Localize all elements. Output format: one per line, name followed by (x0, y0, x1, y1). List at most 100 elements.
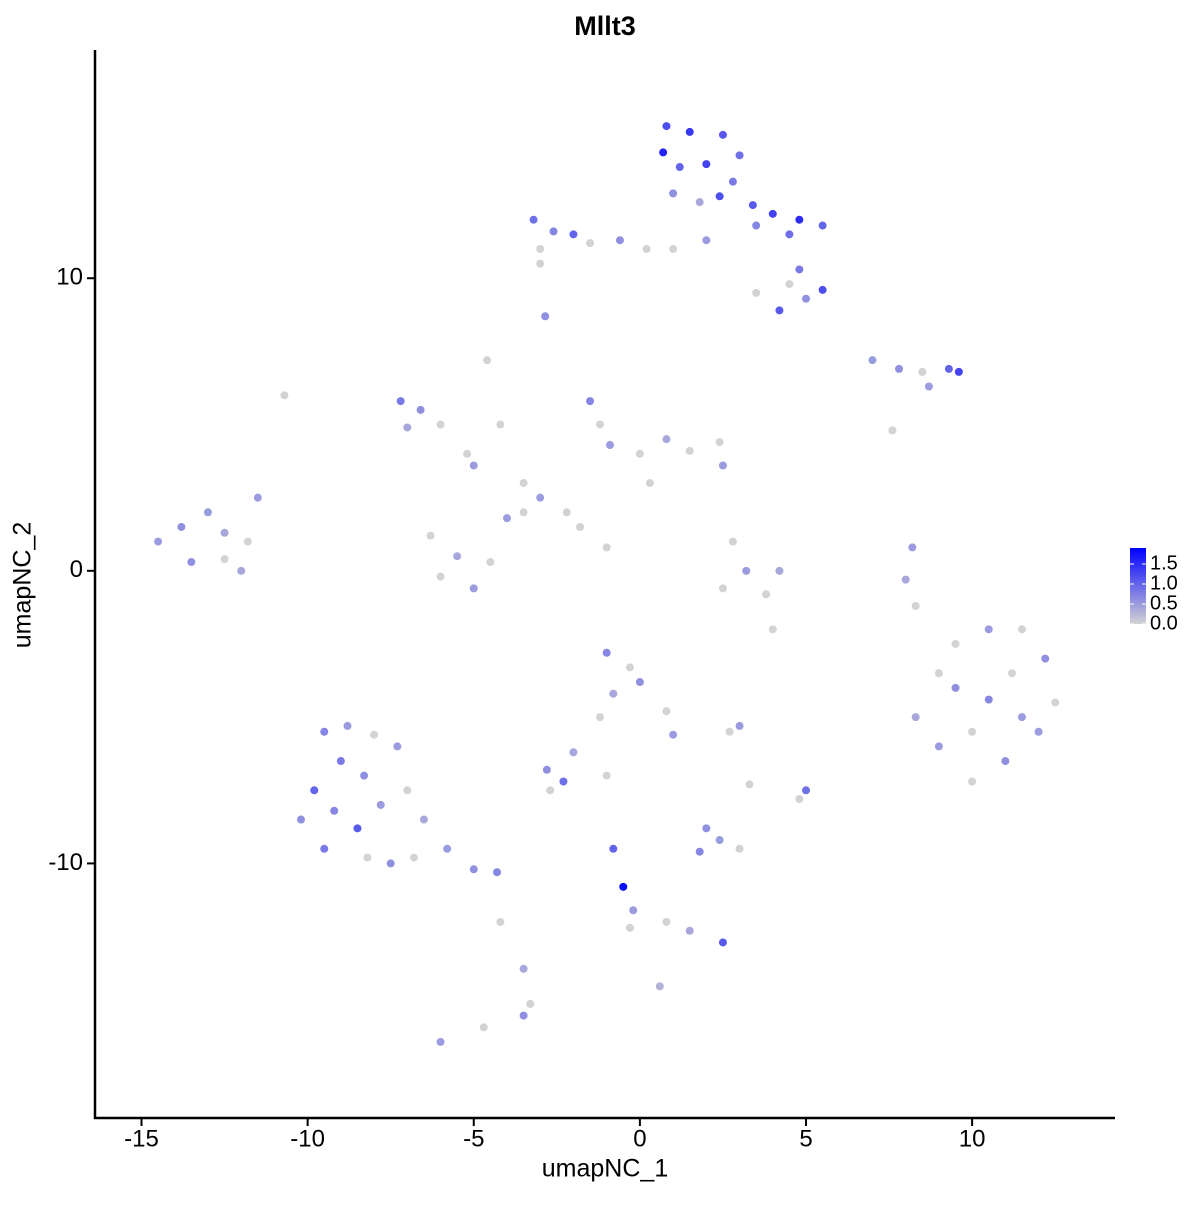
point (669, 189, 678, 198)
point (546, 786, 555, 795)
point (1034, 727, 1043, 736)
point (576, 522, 585, 531)
point (635, 678, 644, 687)
point (895, 364, 904, 373)
point (752, 221, 761, 230)
point (569, 230, 578, 239)
point (695, 198, 704, 207)
point (669, 244, 678, 253)
point (775, 306, 784, 315)
point (642, 244, 651, 253)
colorbar (1130, 548, 1146, 624)
point (396, 397, 405, 406)
point (426, 531, 435, 540)
point (715, 438, 724, 447)
point (802, 786, 811, 795)
point (154, 537, 163, 546)
point (609, 844, 618, 853)
point (748, 201, 757, 210)
point (296, 815, 305, 824)
point (968, 777, 977, 786)
point (529, 215, 538, 224)
point (526, 999, 535, 1008)
point (536, 244, 545, 253)
x-axis-title: umapNC_1 (542, 1155, 668, 1183)
point (718, 938, 727, 947)
point (496, 420, 505, 429)
point (542, 765, 551, 774)
point (1008, 669, 1017, 678)
point (602, 648, 611, 657)
point (718, 130, 727, 139)
point (818, 285, 827, 294)
point (752, 288, 761, 297)
point (944, 364, 953, 373)
colorbar-label: 0.5 (1150, 592, 1178, 614)
point (1001, 757, 1010, 766)
point (818, 221, 827, 230)
point (662, 435, 671, 444)
point (602, 771, 611, 780)
colorbar-label: 0.0 (1150, 612, 1178, 634)
point (901, 575, 910, 584)
point (519, 508, 528, 517)
point (519, 479, 528, 488)
point (363, 853, 372, 862)
y-tick-label: -10 (48, 849, 83, 876)
x-tick-label: -10 (290, 1125, 325, 1152)
point (419, 815, 428, 824)
point (486, 558, 495, 567)
point (718, 584, 727, 593)
point (984, 695, 993, 704)
point (768, 625, 777, 634)
point (220, 528, 229, 537)
point (336, 757, 345, 766)
point (436, 420, 445, 429)
point (536, 259, 545, 268)
x-tick-label: 5 (799, 1125, 812, 1152)
point (715, 836, 724, 845)
point (409, 853, 418, 862)
point (1017, 713, 1026, 722)
point (745, 780, 754, 789)
point (469, 461, 478, 470)
point (625, 663, 634, 672)
point (1017, 625, 1026, 634)
point (685, 926, 694, 935)
point (911, 713, 920, 722)
point (370, 730, 379, 739)
point (918, 367, 927, 376)
point (436, 1037, 445, 1046)
point (625, 923, 634, 932)
point (596, 420, 605, 429)
point (954, 367, 963, 376)
point (685, 446, 694, 455)
point (502, 514, 511, 523)
point (951, 683, 960, 692)
point (635, 449, 644, 458)
point (469, 584, 478, 593)
point (353, 824, 362, 833)
point (237, 566, 246, 575)
point (310, 786, 319, 795)
point (685, 127, 694, 136)
point (609, 689, 618, 698)
point (562, 508, 571, 517)
point (416, 405, 425, 414)
point (483, 356, 492, 365)
point (393, 742, 402, 751)
point (795, 215, 804, 224)
point (768, 209, 777, 218)
point (463, 449, 472, 458)
point (968, 727, 977, 736)
y-axis-title: umapNC_2 (9, 522, 37, 648)
point (541, 312, 550, 321)
point (702, 824, 711, 833)
point (519, 964, 528, 973)
point (403, 786, 412, 795)
point (718, 461, 727, 470)
point (403, 423, 412, 432)
point (330, 806, 339, 815)
point (320, 844, 329, 853)
point (376, 800, 385, 809)
